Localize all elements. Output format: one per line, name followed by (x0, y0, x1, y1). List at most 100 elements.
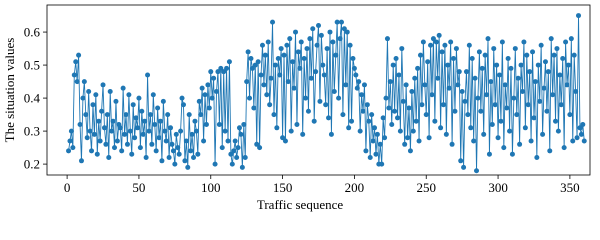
data-point (471, 138, 477, 144)
data-point (462, 98, 468, 104)
data-point (137, 145, 143, 151)
data-point (402, 141, 408, 147)
data-point (334, 19, 340, 25)
data-point (551, 52, 557, 58)
series-line (68, 15, 585, 171)
data-point (127, 128, 133, 134)
data-point (422, 82, 428, 88)
data-point (201, 138, 207, 144)
data-point (350, 55, 356, 61)
data-point (86, 88, 92, 94)
data-point (498, 118, 504, 124)
data-point (300, 131, 306, 137)
data-point (412, 75, 418, 81)
data-point (166, 155, 172, 161)
data-point (239, 164, 245, 170)
data-point (373, 151, 379, 157)
data-point (109, 128, 115, 134)
data-point (113, 98, 119, 104)
data-point (338, 19, 344, 25)
data-point (336, 95, 342, 101)
data-point (308, 75, 314, 81)
data-point (573, 88, 579, 94)
data-point (264, 92, 270, 98)
data-point (492, 102, 498, 108)
data-point (245, 49, 251, 55)
data-point (415, 65, 421, 71)
data-point (211, 75, 217, 81)
data-point (219, 145, 225, 151)
data-point (272, 62, 278, 68)
y-tick-label: 0.6 (24, 25, 41, 40)
data-point (160, 98, 166, 104)
data-point (558, 102, 564, 108)
data-point (428, 42, 434, 48)
data-point (515, 75, 521, 81)
data-point (293, 29, 299, 35)
chart: Traffic sequence The situation values 0 5… (2, 4, 591, 212)
data-point (525, 102, 531, 108)
data-point (241, 121, 247, 127)
data-point (469, 55, 475, 61)
data-point (133, 115, 139, 121)
data-point (208, 69, 214, 75)
data-point (314, 42, 320, 48)
x-tick-label: 300 (488, 180, 508, 195)
data-point (146, 128, 152, 134)
data-point (238, 131, 244, 137)
data-point (449, 141, 455, 147)
data-point (96, 118, 102, 124)
data-point (202, 92, 208, 98)
data-point (130, 102, 136, 108)
data-point (420, 39, 426, 45)
data-point (425, 59, 431, 65)
data-point (442, 42, 448, 48)
data-point (530, 49, 536, 55)
data-point (257, 145, 263, 151)
data-point (152, 121, 158, 127)
data-point (518, 62, 524, 68)
data-point (554, 46, 560, 52)
data-point (236, 125, 242, 131)
data-point (242, 155, 248, 161)
data-point (248, 55, 254, 61)
data-point (486, 151, 492, 157)
data-point (70, 145, 76, 151)
data-point (465, 112, 471, 118)
x-tick-label: 200 (345, 180, 365, 195)
data-point (390, 62, 396, 68)
data-point (172, 161, 178, 167)
data-point (482, 52, 488, 58)
data-point (491, 46, 497, 52)
data-point (265, 39, 271, 45)
data-point (99, 108, 105, 114)
data-point (399, 46, 405, 52)
data-point (254, 141, 260, 147)
data-point (495, 135, 501, 141)
data-point (247, 95, 253, 101)
data-point (295, 49, 301, 55)
data-point (159, 158, 165, 164)
data-point (489, 121, 495, 127)
data-point (304, 46, 310, 52)
data-point (426, 135, 432, 141)
data-point (432, 118, 438, 124)
data-point (193, 128, 199, 134)
data-point (359, 92, 365, 98)
data-point (550, 92, 556, 98)
data-point (561, 145, 567, 151)
data-point (281, 52, 287, 58)
data-point (527, 69, 533, 75)
data-point (132, 135, 138, 141)
data-point (285, 79, 291, 85)
data-point (544, 108, 550, 114)
data-point (97, 138, 103, 144)
data-point (124, 141, 130, 147)
data-point (323, 102, 329, 108)
data-point (577, 125, 583, 131)
data-point (331, 88, 337, 94)
data-point (189, 131, 195, 137)
data-point (416, 138, 422, 144)
data-point (337, 36, 343, 42)
data-point (93, 92, 99, 98)
